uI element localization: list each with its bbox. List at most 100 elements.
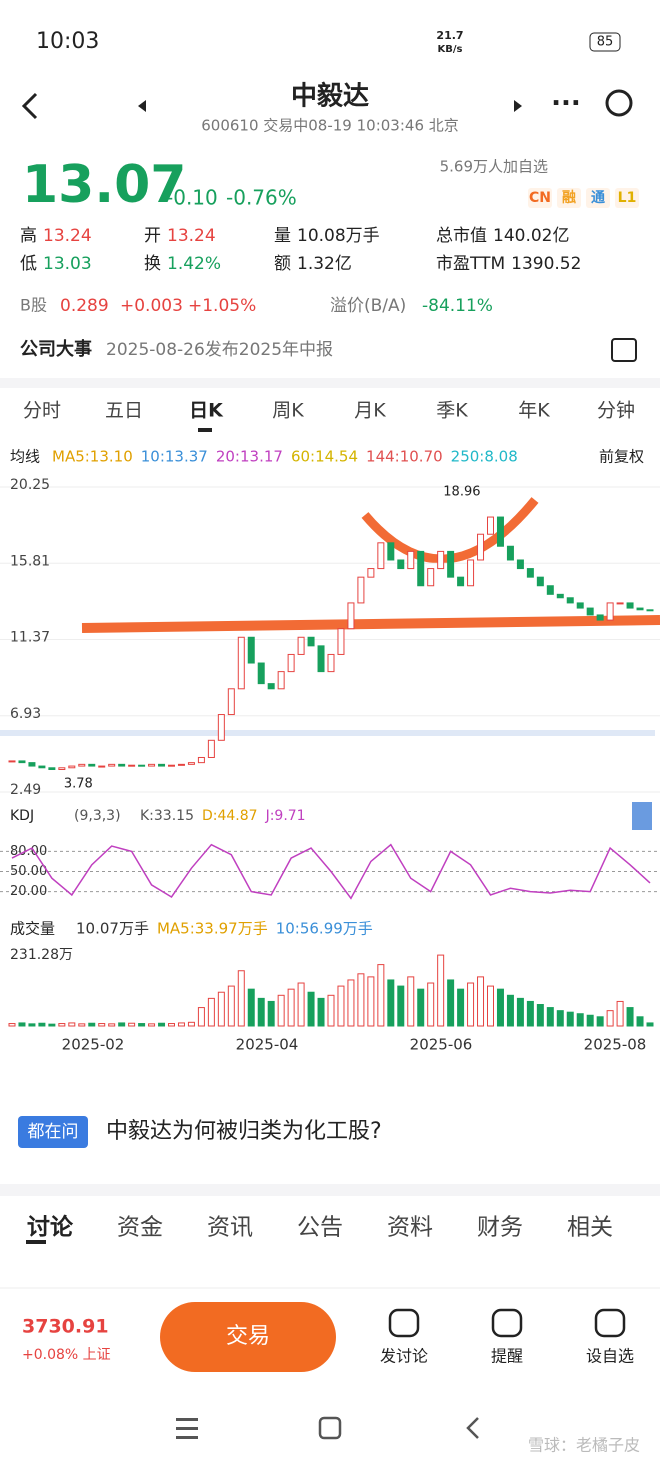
nav-menu[interactable] <box>176 1427 198 1430</box>
candle <box>327 653 335 673</box>
stat-value: 140.02亿 <box>493 226 569 246</box>
y-tick-label: 6.93 <box>10 706 41 722</box>
nav-back[interactable] <box>466 1417 479 1439</box>
kdj-params: (9,3,3) <box>74 808 121 824</box>
period-tab[interactable]: 分钟 <box>597 400 635 422</box>
candle <box>267 683 275 690</box>
action-icon[interactable] <box>491 1308 523 1338</box>
candle <box>108 763 116 767</box>
premium-label: 溢价(B/A) <box>330 296 406 316</box>
watchers: 5.69万人加自选 <box>440 158 548 176</box>
trade-label[interactable]: 交易 <box>226 1324 270 1349</box>
candle <box>88 763 96 767</box>
period-tab[interactable]: 日K <box>189 400 224 422</box>
action-icon[interactable] <box>594 1308 626 1338</box>
stat-value: 1.32亿 <box>297 254 352 274</box>
volume-bar <box>168 1023 175 1027</box>
volume-bar <box>177 1022 185 1027</box>
event-text[interactable]: 2025-08-26发布2025年中报 <box>106 340 333 360</box>
candle <box>227 688 235 716</box>
volume-bar <box>566 1011 574 1027</box>
section-tab[interactable]: 资讯 <box>207 1215 253 1241</box>
period-tab[interactable]: 五日 <box>105 400 143 422</box>
candle <box>506 545 514 561</box>
section-tab[interactable]: 相关 <box>567 1215 613 1241</box>
net-unit: KB/s <box>438 44 463 55</box>
action-label[interactable]: 发讨论 <box>380 1347 428 1366</box>
section-tab[interactable]: 讨论 <box>27 1214 74 1241</box>
volume-bar <box>88 1022 96 1027</box>
section-tab[interactable]: 公告 <box>297 1215 343 1241</box>
candle <box>207 739 215 758</box>
trade-button[interactable] <box>160 1302 336 1372</box>
y-tick-label: 50.00 <box>10 864 47 879</box>
search[interactable] <box>605 89 633 117</box>
candle <box>427 568 435 587</box>
period-tab[interactable]: 分时 <box>23 400 61 422</box>
volume-bar <box>187 1021 195 1027</box>
volume-title: 成交量 <box>10 920 55 938</box>
collapse[interactable] <box>632 802 652 830</box>
volume-bar <box>207 997 215 1027</box>
candle <box>138 764 146 767</box>
action-label[interactable]: 设自选 <box>586 1347 634 1366</box>
candle <box>596 614 604 621</box>
clock: 10:03 <box>36 29 99 54</box>
more[interactable]: ··· <box>551 89 581 119</box>
candle <box>387 542 395 561</box>
stock-subtitle: 600610 交易中08-19 10:03:46 北京 <box>201 117 459 135</box>
question[interactable]: 中毅达为何被归类为化工股? <box>106 1119 382 1144</box>
tag: 融 <box>562 189 576 206</box>
bshare-change: +0.003 <box>120 296 183 316</box>
action-label[interactable]: 提醒 <box>491 1347 523 1366</box>
stat-value: 13.24 <box>167 226 216 246</box>
bshare-price: 0.289 <box>60 296 109 316</box>
kdj-legend: D:44.87 <box>202 808 258 824</box>
period-tab[interactable]: 年K <box>518 400 550 422</box>
volume-bar <box>477 976 485 1027</box>
action-icon[interactable] <box>388 1308 420 1338</box>
volume-bar <box>546 1007 554 1027</box>
ma-legend: 60:14.54 <box>291 448 358 466</box>
stock-name: 中毅达 <box>291 81 369 112</box>
section-tab[interactable]: 资料 <box>387 1215 433 1241</box>
period-tab[interactable]: 月K <box>354 400 386 422</box>
battery <box>589 32 621 52</box>
premium: -84.11% <box>422 296 493 316</box>
separator <box>0 1184 660 1196</box>
event-label: 公司大事 <box>20 338 92 360</box>
volume-bar <box>8 1023 16 1027</box>
volume-bar <box>307 991 315 1027</box>
stat-label: 开 <box>144 226 161 246</box>
nav-menu[interactable] <box>176 1436 198 1439</box>
volume-bar <box>227 985 235 1027</box>
volume-bar <box>367 976 375 1027</box>
section-tab[interactable]: 财务 <box>477 1215 523 1241</box>
calendar[interactable] <box>611 338 637 362</box>
candle <box>377 542 385 570</box>
period-tab[interactable]: 季K <box>436 400 468 422</box>
candle <box>516 559 524 570</box>
volume-bar <box>526 1000 534 1027</box>
section-tab[interactable]: 资金 <box>117 1215 163 1241</box>
period-tab[interactable]: 周K <box>272 400 304 422</box>
volume-bar <box>148 1023 156 1027</box>
back[interactable] <box>21 92 38 120</box>
volume-bar <box>38 1022 46 1027</box>
candle <box>457 576 465 587</box>
volume-bar <box>337 985 345 1027</box>
candle <box>467 559 475 587</box>
user-drawn-line <box>81 615 660 633</box>
candle <box>367 568 375 578</box>
adjust[interactable]: 前复权 <box>599 448 644 466</box>
volume-bar <box>516 997 524 1027</box>
nav-menu[interactable] <box>176 1418 198 1421</box>
nav-home[interactable] <box>318 1416 342 1440</box>
low-label: 3.78 <box>64 777 93 792</box>
tag-bg <box>528 188 552 208</box>
volume-bar <box>437 954 445 1027</box>
volume-bar <box>616 1000 624 1027</box>
candle <box>347 602 355 630</box>
volume-bar <box>596 1016 604 1027</box>
volume-bar <box>48 1023 56 1027</box>
